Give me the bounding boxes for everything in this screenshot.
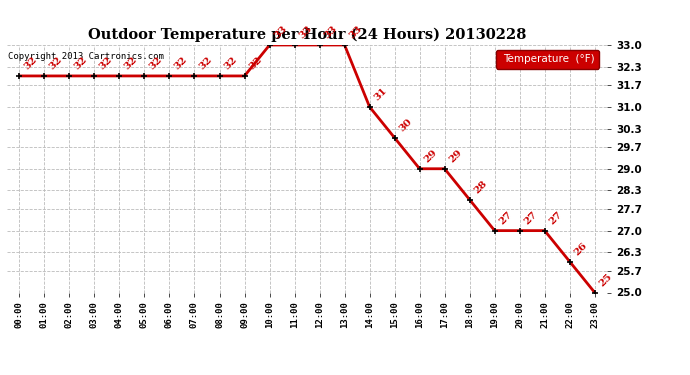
Text: 27: 27 [547, 210, 564, 226]
Text: 32: 32 [147, 55, 164, 72]
Text: 27: 27 [497, 210, 514, 226]
Text: 25: 25 [598, 272, 614, 288]
Text: 28: 28 [473, 179, 489, 195]
Text: 32: 32 [97, 55, 114, 72]
Text: 33: 33 [297, 24, 314, 41]
Text: 33: 33 [273, 24, 288, 41]
Text: 32: 32 [222, 55, 239, 72]
Text: 27: 27 [522, 210, 539, 226]
Text: 30: 30 [397, 117, 414, 134]
Text: 26: 26 [573, 241, 589, 257]
Text: 32: 32 [197, 55, 214, 72]
Text: 29: 29 [422, 148, 439, 165]
Text: 32: 32 [72, 55, 89, 72]
Text: 32: 32 [22, 55, 39, 72]
Text: 32: 32 [122, 55, 139, 72]
Text: 32: 32 [247, 55, 264, 72]
Text: 29: 29 [447, 148, 464, 165]
Text: 32: 32 [47, 55, 63, 72]
Text: 31: 31 [373, 86, 389, 103]
Legend: Temperature  (°F): Temperature (°F) [496, 50, 599, 69]
Text: 33: 33 [322, 24, 339, 41]
Text: Copyright 2013 Cartronics.com: Copyright 2013 Cartronics.com [8, 53, 164, 62]
Text: 33: 33 [347, 24, 364, 41]
Text: 32: 32 [172, 55, 189, 72]
Title: Outdoor Temperature per Hour (24 Hours) 20130228: Outdoor Temperature per Hour (24 Hours) … [88, 28, 526, 42]
